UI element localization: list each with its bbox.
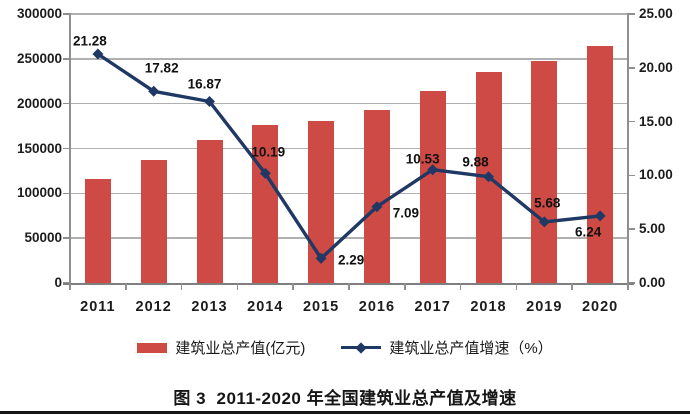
x-axis-tick bbox=[69, 283, 71, 290]
point-label-2013: 16.87 bbox=[187, 76, 222, 92]
left-axis-tick-label: 0 bbox=[54, 275, 62, 290]
x-axis-tick bbox=[180, 283, 183, 290]
bar-2012 bbox=[140, 160, 167, 283]
left-axis-tick-label: 300000 bbox=[16, 6, 62, 21]
x-axis-tick bbox=[627, 283, 629, 290]
bottom-divider bbox=[0, 411, 690, 414]
line-legend-swatch bbox=[341, 341, 382, 354]
right-axis-tick-label: 5.00 bbox=[639, 221, 666, 237]
x-label-2018: 2018 bbox=[470, 299, 507, 315]
x-label-2017: 2017 bbox=[414, 299, 451, 315]
x-label-2019: 2019 bbox=[526, 299, 563, 315]
right-axis-tick-label: 15.00 bbox=[639, 113, 673, 129]
right-axis-tick-label: 0.00 bbox=[639, 275, 666, 290]
growth-polyline bbox=[96, 52, 601, 261]
right-axis-tick-label: 20.00 bbox=[639, 59, 673, 75]
point-label-2018: 9.88 bbox=[462, 154, 489, 170]
left-axis-tick bbox=[63, 58, 71, 60]
x-label-2020: 2020 bbox=[581, 299, 619, 315]
gridline-250000 bbox=[70, 58, 628, 60]
legend-item-growth: 建筑业总产值增速（%） bbox=[341, 337, 553, 358]
right-axis-tick bbox=[627, 67, 635, 69]
left-axis-line bbox=[69, 14, 71, 289]
legend: 建筑业总产值(亿元) 建筑业总产值增速（%） bbox=[0, 337, 690, 358]
x-label-2015: 2015 bbox=[302, 299, 340, 315]
gridline-300000 bbox=[70, 13, 628, 15]
bar-2018 bbox=[475, 72, 502, 283]
line-marker-2012 bbox=[148, 85, 160, 97]
legend-item-output: 建筑业总产值(亿元) bbox=[137, 337, 305, 358]
right-axis-tick bbox=[627, 13, 635, 15]
left-axis-tick bbox=[63, 13, 71, 15]
point-label-2011: 21.28 bbox=[72, 33, 107, 49]
point-label-2019: 5.68 bbox=[534, 195, 561, 211]
bar-2019 bbox=[531, 60, 558, 283]
bar-legend-swatch bbox=[137, 342, 168, 353]
bar-2015 bbox=[308, 120, 335, 283]
right-axis-line bbox=[627, 14, 629, 289]
left-axis-tick-label: 200000 bbox=[16, 95, 62, 111]
left-axis-tick-label: 100000 bbox=[16, 185, 62, 201]
x-label-2014: 2014 bbox=[247, 299, 284, 315]
right-axis-tick-label: 10.00 bbox=[639, 167, 673, 183]
x-label-2016: 2016 bbox=[358, 299, 396, 315]
bar-legend-label: 建筑业总产值(亿元) bbox=[175, 340, 306, 357]
left-axis-tick bbox=[63, 147, 71, 150]
point-label-2020: 6.24 bbox=[574, 224, 602, 240]
point-label-2017: 10.53 bbox=[405, 151, 440, 167]
left-axis-tick-label: 50000 bbox=[24, 230, 62, 246]
bar-2013 bbox=[196, 139, 223, 283]
left-axis-tick bbox=[63, 237, 71, 239]
point-label-2015: 2.29 bbox=[337, 252, 365, 268]
point-label-2016: 7.09 bbox=[392, 205, 420, 221]
bar-2020 bbox=[587, 46, 614, 283]
bar-2016 bbox=[363, 109, 390, 283]
bar-2017 bbox=[419, 91, 446, 283]
point-label-2014: 10.19 bbox=[251, 144, 286, 160]
left-axis-tick-label: 150000 bbox=[16, 140, 62, 156]
point-label-2012: 17.82 bbox=[144, 60, 179, 76]
x-axis-tick bbox=[348, 283, 350, 290]
right-axis-tick bbox=[627, 228, 635, 230]
right-axis-tick-label: 25.00 bbox=[639, 6, 673, 21]
right-axis-tick bbox=[627, 120, 635, 123]
left-axis-tick-label: 250000 bbox=[16, 50, 62, 66]
bar-2011 bbox=[84, 178, 111, 283]
left-axis-tick bbox=[63, 102, 71, 105]
x-axis-tick bbox=[404, 283, 406, 290]
left-axis-tick bbox=[63, 192, 71, 195]
x-axis-tick bbox=[125, 283, 127, 290]
line-marker-2013 bbox=[204, 95, 215, 107]
x-label-2011: 2011 bbox=[80, 299, 116, 315]
right-axis-tick bbox=[627, 174, 635, 177]
x-axis-tick bbox=[292, 283, 294, 290]
x-axis-tick bbox=[459, 283, 462, 290]
x-axis-tick bbox=[236, 283, 239, 290]
diamond-marker-icon bbox=[355, 341, 367, 354]
line-legend-label: 建筑业总产值增速（%） bbox=[389, 340, 553, 357]
x-label-2012: 2012 bbox=[135, 299, 172, 315]
x-label-2013: 2013 bbox=[191, 299, 228, 315]
x-axis-tick bbox=[515, 283, 518, 290]
x-axis-tick bbox=[571, 283, 573, 290]
figure-caption: 图 3 2011-2020 年全国建筑业总产值及增速 bbox=[173, 389, 517, 408]
